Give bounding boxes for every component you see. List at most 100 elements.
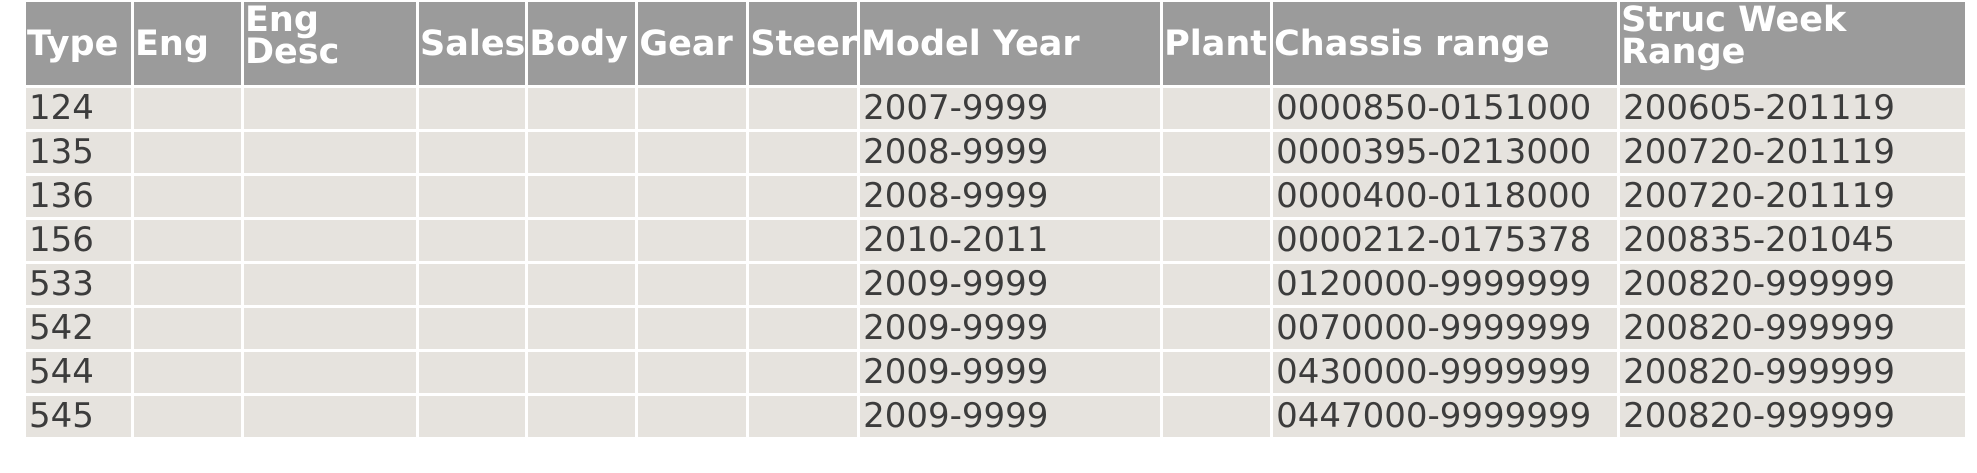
cell-steer xyxy=(749,396,858,437)
cell-model-year: 2010-2011 xyxy=(860,220,1161,261)
cell-eng-desc xyxy=(244,132,416,173)
cell-eng xyxy=(134,132,241,173)
cell-type: 136 xyxy=(26,176,131,217)
column-header-model-year: Model Year xyxy=(860,2,1161,85)
cell-gear xyxy=(638,308,747,349)
table-row: 136 2008-9999 0000400-0118000 200720-201… xyxy=(26,176,1966,217)
cell-type: 135 xyxy=(26,132,131,173)
cell-model-year: 2009-9999 xyxy=(860,352,1161,393)
cell-steer xyxy=(749,88,858,129)
cell-type: 544 xyxy=(26,352,131,393)
cell-model-year: 2008-9999 xyxy=(860,132,1161,173)
cell-body xyxy=(528,396,636,437)
cell-type: 533 xyxy=(26,264,131,305)
cell-sales xyxy=(419,396,526,437)
table-row: 542 2009-9999 0070000-9999999 200820-999… xyxy=(26,308,1966,349)
cell-gear xyxy=(638,396,747,437)
cell-eng xyxy=(134,220,241,261)
cell-gear xyxy=(638,220,747,261)
cell-eng xyxy=(134,264,241,305)
cell-eng-desc xyxy=(244,88,416,129)
table-header: Type Eng Eng Desc Sales Body Gear Steer … xyxy=(26,2,1966,85)
cell-body xyxy=(528,176,636,217)
column-header-chassis-range: Chassis range xyxy=(1273,2,1618,85)
cell-plant xyxy=(1163,308,1271,349)
cell-type: 156 xyxy=(26,220,131,261)
table-row: 545 2009-9999 0447000-9999999 200820-999… xyxy=(26,396,1966,437)
cell-struc-week-range: 200820-999999 xyxy=(1620,396,1966,437)
cell-gear xyxy=(638,88,747,129)
table-row: 135 2008-9999 0000395-0213000 200720-201… xyxy=(26,132,1966,173)
column-header-gear: Gear xyxy=(638,2,747,85)
cell-steer xyxy=(749,352,858,393)
vehicle-range-table-container: Type Eng Eng Desc Sales Body Gear Steer … xyxy=(23,0,1968,440)
cell-steer xyxy=(749,264,858,305)
vehicle-range-table: Type Eng Eng Desc Sales Body Gear Steer … xyxy=(23,0,1968,440)
column-header-plant: Plant xyxy=(1163,2,1271,85)
table-row: 533 2009-9999 0120000-9999999 200820-999… xyxy=(26,264,1966,305)
cell-sales xyxy=(419,352,526,393)
cell-eng-desc xyxy=(244,308,416,349)
cell-eng-desc xyxy=(244,220,416,261)
cell-gear xyxy=(638,176,747,217)
cell-sales xyxy=(419,308,526,349)
cell-type: 124 xyxy=(26,88,131,129)
cell-plant xyxy=(1163,88,1271,129)
cell-body xyxy=(528,88,636,129)
cell-eng xyxy=(134,352,241,393)
cell-model-year: 2007-9999 xyxy=(860,88,1161,129)
cell-plant xyxy=(1163,132,1271,173)
column-header-struc-week-range: Struc Week Range xyxy=(1620,2,1966,85)
cell-plant xyxy=(1163,176,1271,217)
cell-sales xyxy=(419,264,526,305)
cell-chassis-range: 0120000-9999999 xyxy=(1273,264,1618,305)
cell-body xyxy=(528,352,636,393)
cell-chassis-range: 0000212-0175378 xyxy=(1273,220,1618,261)
cell-eng-desc xyxy=(244,264,416,305)
cell-chassis-range: 0447000-9999999 xyxy=(1273,396,1618,437)
cell-model-year: 2009-9999 xyxy=(860,396,1161,437)
cell-type: 545 xyxy=(26,396,131,437)
cell-body xyxy=(528,220,636,261)
cell-struc-week-range: 200820-999999 xyxy=(1620,352,1966,393)
cell-chassis-range: 0070000-9999999 xyxy=(1273,308,1618,349)
cell-gear xyxy=(638,264,747,305)
cell-body xyxy=(528,308,636,349)
cell-struc-week-range: 200720-201119 xyxy=(1620,132,1966,173)
cell-model-year: 2008-9999 xyxy=(860,176,1161,217)
cell-struc-week-range: 200720-201119 xyxy=(1620,176,1966,217)
cell-steer xyxy=(749,308,858,349)
cell-struc-week-range: 200820-999999 xyxy=(1620,264,1966,305)
cell-eng xyxy=(134,88,241,129)
cell-plant xyxy=(1163,352,1271,393)
cell-struc-week-range: 200605-201119 xyxy=(1620,88,1966,129)
cell-gear xyxy=(638,352,747,393)
cell-body xyxy=(528,132,636,173)
cell-sales xyxy=(419,220,526,261)
cell-struc-week-range: 200835-201045 xyxy=(1620,220,1966,261)
column-header-steer: Steer xyxy=(749,2,858,85)
cell-plant xyxy=(1163,264,1271,305)
cell-steer xyxy=(749,132,858,173)
cell-steer xyxy=(749,176,858,217)
cell-eng-desc xyxy=(244,352,416,393)
cell-chassis-range: 0000395-0213000 xyxy=(1273,132,1618,173)
cell-plant xyxy=(1163,396,1271,437)
cell-type: 542 xyxy=(26,308,131,349)
cell-sales xyxy=(419,176,526,217)
cell-plant xyxy=(1163,220,1271,261)
cell-eng xyxy=(134,176,241,217)
table-row: 156 2010-2011 0000212-0175378 200835-201… xyxy=(26,220,1966,261)
column-header-sales: Sales xyxy=(419,2,526,85)
cell-sales xyxy=(419,88,526,129)
column-header-type: Type xyxy=(26,2,131,85)
cell-chassis-range: 0000400-0118000 xyxy=(1273,176,1618,217)
cell-struc-week-range: 200820-999999 xyxy=(1620,308,1966,349)
cell-steer xyxy=(749,220,858,261)
cell-eng-desc xyxy=(244,396,416,437)
cell-model-year: 2009-9999 xyxy=(860,264,1161,305)
cell-chassis-range: 0430000-9999999 xyxy=(1273,352,1618,393)
table-body: 124 2007-9999 0000850-0151000 200605-201… xyxy=(26,88,1966,437)
cell-gear xyxy=(638,132,747,173)
column-header-eng-desc: Eng Desc xyxy=(244,2,416,85)
